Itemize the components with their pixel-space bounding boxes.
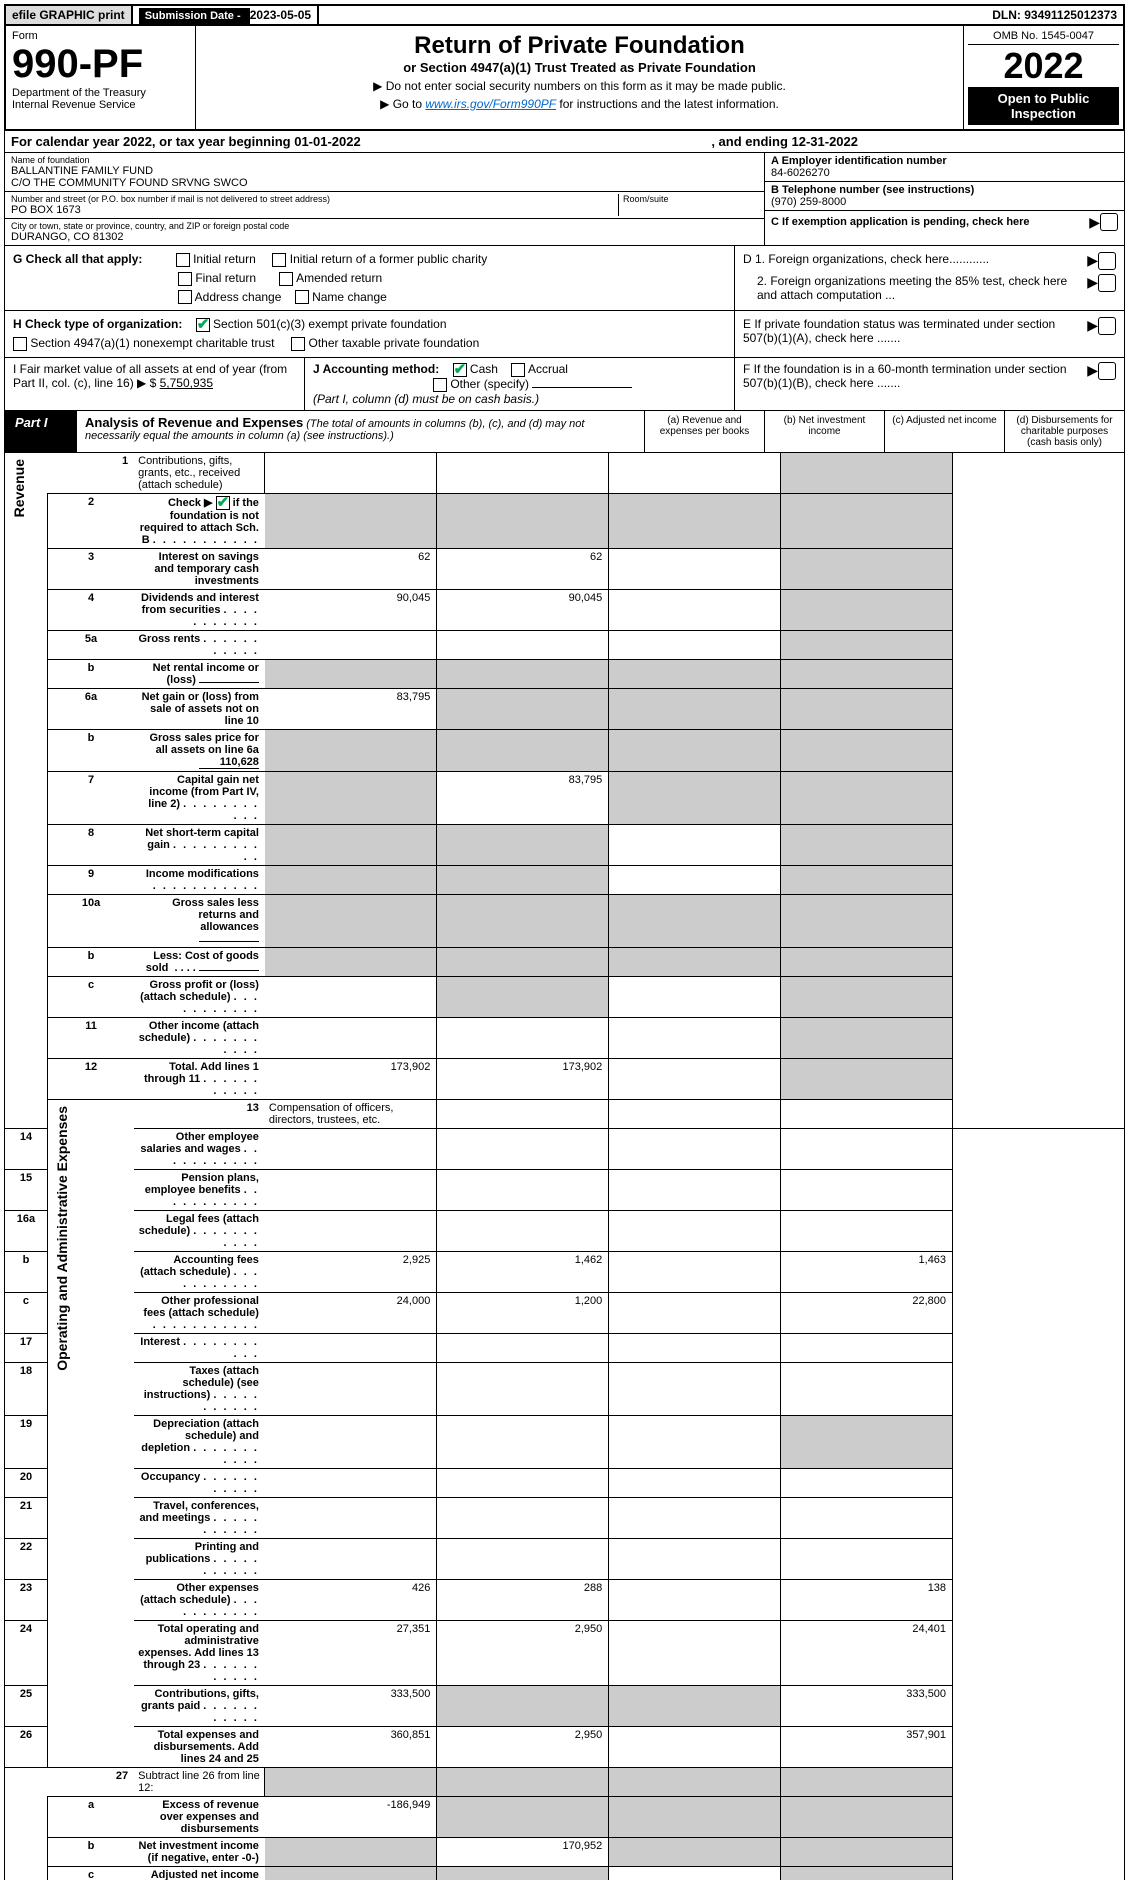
addr-label: Number and street (or P.O. box number if… bbox=[11, 194, 618, 204]
schedule-b-checkbox[interactable] bbox=[216, 496, 230, 510]
a-ein-label: A Employer identification number bbox=[771, 155, 1118, 167]
g-label: G Check all that apply: bbox=[13, 252, 142, 266]
col-a-header: (a) Revenue and expenses per books bbox=[644, 411, 764, 452]
j-cash-checkbox[interactable] bbox=[453, 363, 467, 377]
city-state-zip: DURANGO, CO 81302 bbox=[11, 231, 758, 243]
form-number: 990-PF bbox=[12, 42, 189, 87]
arrow-icon: ▶ bbox=[1089, 214, 1100, 231]
city-label: City or town, state or province, country… bbox=[11, 221, 758, 231]
room-label: Room/suite bbox=[623, 194, 758, 204]
b-phone-label: B Telephone number (see instructions) bbox=[771, 184, 1118, 196]
name-label: Name of foundation bbox=[11, 155, 758, 165]
g-initial-return-checkbox[interactable] bbox=[176, 253, 190, 267]
e-checkbox[interactable] bbox=[1098, 317, 1116, 335]
top-bar: efile GRAPHIC print Submission Date - 20… bbox=[4, 4, 1125, 26]
form-page: efile GRAPHIC print Submission Date - 20… bbox=[0, 0, 1129, 1880]
instructions-link[interactable]: www.irs.gov/Form990PF bbox=[425, 97, 556, 111]
instr-2: ▶ Go to www.irs.gov/Form990PF for instru… bbox=[206, 97, 953, 111]
j-accrual-checkbox[interactable] bbox=[511, 363, 525, 377]
instr-1: ▶ Do not enter social security numbers o… bbox=[206, 79, 953, 93]
calendar-year-row: For calendar year 2022, or tax year begi… bbox=[4, 131, 1125, 153]
c-exemption-label: C If exemption application is pending, c… bbox=[771, 216, 1089, 228]
c-checkbox[interactable] bbox=[1100, 213, 1118, 231]
check-section-h-e: H Check type of organization: Section 50… bbox=[4, 311, 1125, 358]
fmv-value: 5,750,935 bbox=[160, 376, 213, 390]
h-4947-checkbox[interactable] bbox=[13, 337, 27, 351]
part-1-label: Part I bbox=[5, 411, 77, 452]
form-header: Form 990-PF Department of the Treasury I… bbox=[4, 26, 1125, 131]
j-other-checkbox[interactable] bbox=[433, 378, 447, 392]
foundation-name-2: C/O THE COMMUNITY FOUND SRVNG SWCO bbox=[11, 177, 758, 189]
d2-checkbox[interactable] bbox=[1098, 274, 1116, 292]
foundation-name-1: BALLANTINE FAMILY FUND bbox=[11, 165, 758, 177]
submission-label: Submission Date - bbox=[139, 8, 250, 24]
g-initial-former-checkbox[interactable] bbox=[272, 253, 286, 267]
g-name-change-checkbox[interactable] bbox=[295, 290, 309, 304]
form-title: Return of Private Foundation bbox=[206, 32, 953, 60]
col-c-header: (c) Adjusted net income bbox=[884, 411, 1004, 452]
col-d-header: (d) Disbursements for charitable purpose… bbox=[1004, 411, 1124, 452]
address: PO BOX 1673 bbox=[11, 204, 618, 216]
dept-2: Internal Revenue Service bbox=[12, 99, 189, 111]
check-section-g-d: G Check all that apply: Initial return I… bbox=[4, 246, 1125, 311]
tax-year: 2022 bbox=[968, 45, 1119, 87]
col-b-header: (b) Net investment income bbox=[764, 411, 884, 452]
entity-meta: Name of foundation BALLANTINE FAMILY FUN… bbox=[4, 153, 1125, 246]
g-final-return-checkbox[interactable] bbox=[178, 272, 192, 286]
submission-cell: Submission Date - 2023-05-05 bbox=[133, 6, 319, 24]
ein: 84-6026270 bbox=[771, 167, 1118, 179]
submission-date: 2023-05-05 bbox=[250, 8, 311, 22]
g-address-change-checkbox[interactable] bbox=[178, 290, 192, 304]
expenses-section-label: Operating and Administrative Expenses bbox=[52, 1102, 72, 1375]
open-public-badge: Open to Public Inspection bbox=[968, 87, 1119, 125]
part-1-table: Revenue 1Contributions, gifts, grants, e… bbox=[4, 453, 1125, 1880]
revenue-section-label: Revenue bbox=[9, 455, 29, 521]
h-label: H Check type of organization: bbox=[13, 317, 182, 331]
d1-checkbox[interactable] bbox=[1098, 252, 1116, 270]
dln-cell: DLN: 93491125012373 bbox=[986, 6, 1123, 24]
phone: (970) 259-8000 bbox=[771, 196, 1118, 208]
omb-number: OMB No. 1545-0047 bbox=[968, 30, 1119, 45]
form-subtitle: or Section 4947(a)(1) Trust Treated as P… bbox=[206, 60, 953, 75]
g-amended-return-checkbox[interactable] bbox=[279, 272, 293, 286]
row-i-j-f: I Fair market value of all assets at end… bbox=[4, 358, 1125, 411]
form-label: Form bbox=[12, 30, 189, 42]
efile-print-button[interactable]: efile GRAPHIC print bbox=[6, 6, 133, 24]
f-checkbox[interactable] bbox=[1098, 362, 1116, 380]
dept-1: Department of the Treasury bbox=[12, 87, 189, 99]
h-other-taxable-checkbox[interactable] bbox=[291, 337, 305, 351]
part-1-header: Part I Analysis of Revenue and Expenses … bbox=[4, 411, 1125, 453]
h-501c3-checkbox[interactable] bbox=[196, 318, 210, 332]
